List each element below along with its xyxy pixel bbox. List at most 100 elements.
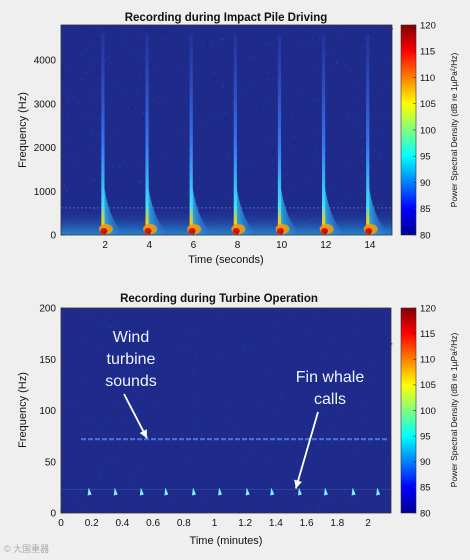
chart1-noise-speck <box>335 60 338 62</box>
chart2-noise-speck <box>281 397 283 399</box>
chart2-noise-speck <box>106 454 109 456</box>
chart2-noise-speck <box>94 459 96 462</box>
chart2-noise-speck <box>94 326 96 328</box>
chart1-noise-speck <box>256 97 258 99</box>
chart1-noise-speck <box>348 162 351 164</box>
chart2-noise-speck <box>356 322 359 324</box>
chart2-title: Recording during Turbine Operation <box>120 293 318 305</box>
chart1-noise-speck <box>116 82 118 85</box>
chart2-noise-speck <box>322 313 324 316</box>
chart1-noise-speck <box>97 125 99 127</box>
chart1-noise-speck <box>388 158 391 160</box>
chart1-noise-speck <box>370 179 372 182</box>
chart1-noise-speck <box>137 87 139 89</box>
annotation-wind-line-1: Wind <box>113 329 149 346</box>
chart2-noise-speck <box>98 473 100 475</box>
chart2-noise-speck <box>64 457 66 459</box>
chart2-fin-whale-call <box>351 487 356 496</box>
chart1-noise-speck <box>110 100 112 103</box>
chart1-noise-speck <box>290 30 293 33</box>
chart2-noise-speck <box>110 365 113 368</box>
chart2-noise-speck <box>276 436 279 439</box>
chart2-noise-speck <box>138 468 141 470</box>
chart2-fin-whale-call <box>218 487 223 496</box>
chart1-noise-speck <box>210 117 212 119</box>
chart2-noise-speck <box>260 507 263 510</box>
chart1-noise-speck <box>353 123 356 126</box>
chart1-noise-speck <box>141 59 143 62</box>
chart2-noise-speck <box>205 423 207 426</box>
chart2-noise-speck <box>163 386 166 388</box>
chart2-noise-speck <box>242 462 244 465</box>
chart2-noise-speck <box>140 393 142 395</box>
chart2-noise-speck <box>271 334 274 336</box>
chart1-noise-speck <box>300 148 303 151</box>
chart1-pulse-tail <box>147 178 174 235</box>
chart1-noise-speck <box>293 142 296 144</box>
chart2-noise-speck <box>238 430 240 432</box>
chart2-noise-speck <box>264 419 267 421</box>
chart1-noise-speck <box>219 197 221 199</box>
chart2-noise-speck <box>188 495 191 498</box>
chart1-noise-speck <box>313 192 316 194</box>
chart2-noise-speck <box>272 371 274 373</box>
chart1-pulse <box>145 33 149 235</box>
chart2-noise-speck <box>318 507 320 510</box>
chart2-noise-speck <box>178 436 180 439</box>
chart2-x-tick-label: 0 <box>58 518 64 529</box>
chart1-noise-speck <box>139 181 141 183</box>
chart2-noise-speck <box>136 367 139 370</box>
chart2-noise-speck <box>194 425 196 428</box>
chart2-noise-speck <box>201 424 204 427</box>
chart1-noise-speck <box>119 39 122 42</box>
chart1-noise-speck <box>286 176 288 179</box>
chart2-noise-speck <box>312 508 315 510</box>
chart2-x-tick-label: 1.4 <box>269 518 283 529</box>
chart2-noise-speck <box>352 387 354 390</box>
chart2-y-ticks: 0 50 100 150 200 <box>39 304 65 520</box>
chart2-noise-speck <box>176 393 179 395</box>
annotation-whale-line-2: calls <box>314 391 346 408</box>
chart2-noise-speck <box>311 483 313 485</box>
chart2-noise-speck <box>281 478 283 481</box>
chart1-noise-speck <box>98 93 100 96</box>
chart1-noise-speck <box>62 72 64 75</box>
chart1-noise-speck <box>189 26 191 29</box>
chart2-noise-speck <box>360 363 362 365</box>
chart2-noise-speck <box>148 347 150 349</box>
annotation-wind-arrow <box>123 393 148 439</box>
chart2-noise-speck <box>322 471 325 473</box>
chart2-noise-speck <box>348 465 350 467</box>
chart1-noise-speck <box>214 77 217 80</box>
chart2-fin-whale-call <box>324 487 328 496</box>
chart2-noise-speck <box>116 311 118 313</box>
chart2-noise-speck <box>233 485 236 488</box>
chart2-noise-speck <box>124 374 127 377</box>
chart2-noise-speck <box>242 349 245 352</box>
chart2-noise-speck <box>97 413 99 416</box>
chart1-noise-speck <box>321 83 323 86</box>
chart1-noise-speck <box>240 167 243 169</box>
chart2-x-tick-label: 0.4 <box>115 518 129 529</box>
annotation-fin-whale: Fin whale calls <box>294 369 364 489</box>
chart1-noise-speck <box>88 37 91 39</box>
chart1-noise-speck <box>181 58 184 61</box>
chart1-noise-speck <box>308 159 310 161</box>
chart2-noise-speck <box>90 313 92 315</box>
chart1-noise-speck <box>225 113 227 115</box>
chart1-noise-speck <box>90 99 93 101</box>
chart1-noise-speck <box>107 104 110 106</box>
chart2-noise-speck <box>357 471 360 474</box>
chart1-noise-speck <box>150 185 152 188</box>
chart1-noise-speck <box>307 61 309 63</box>
chart1-noise-speck <box>84 71 87 74</box>
chart2-noise-speck <box>358 318 360 321</box>
chart2-noise-speck <box>238 511 241 514</box>
chart2-noise-speck <box>245 359 247 361</box>
chart1-noise-speck <box>331 65 333 68</box>
chart1-noise-speck <box>292 185 295 188</box>
chart1-noise-speck <box>70 115 73 118</box>
chart1-pulse-core <box>232 228 240 234</box>
chart1-noise-speck <box>217 137 219 139</box>
